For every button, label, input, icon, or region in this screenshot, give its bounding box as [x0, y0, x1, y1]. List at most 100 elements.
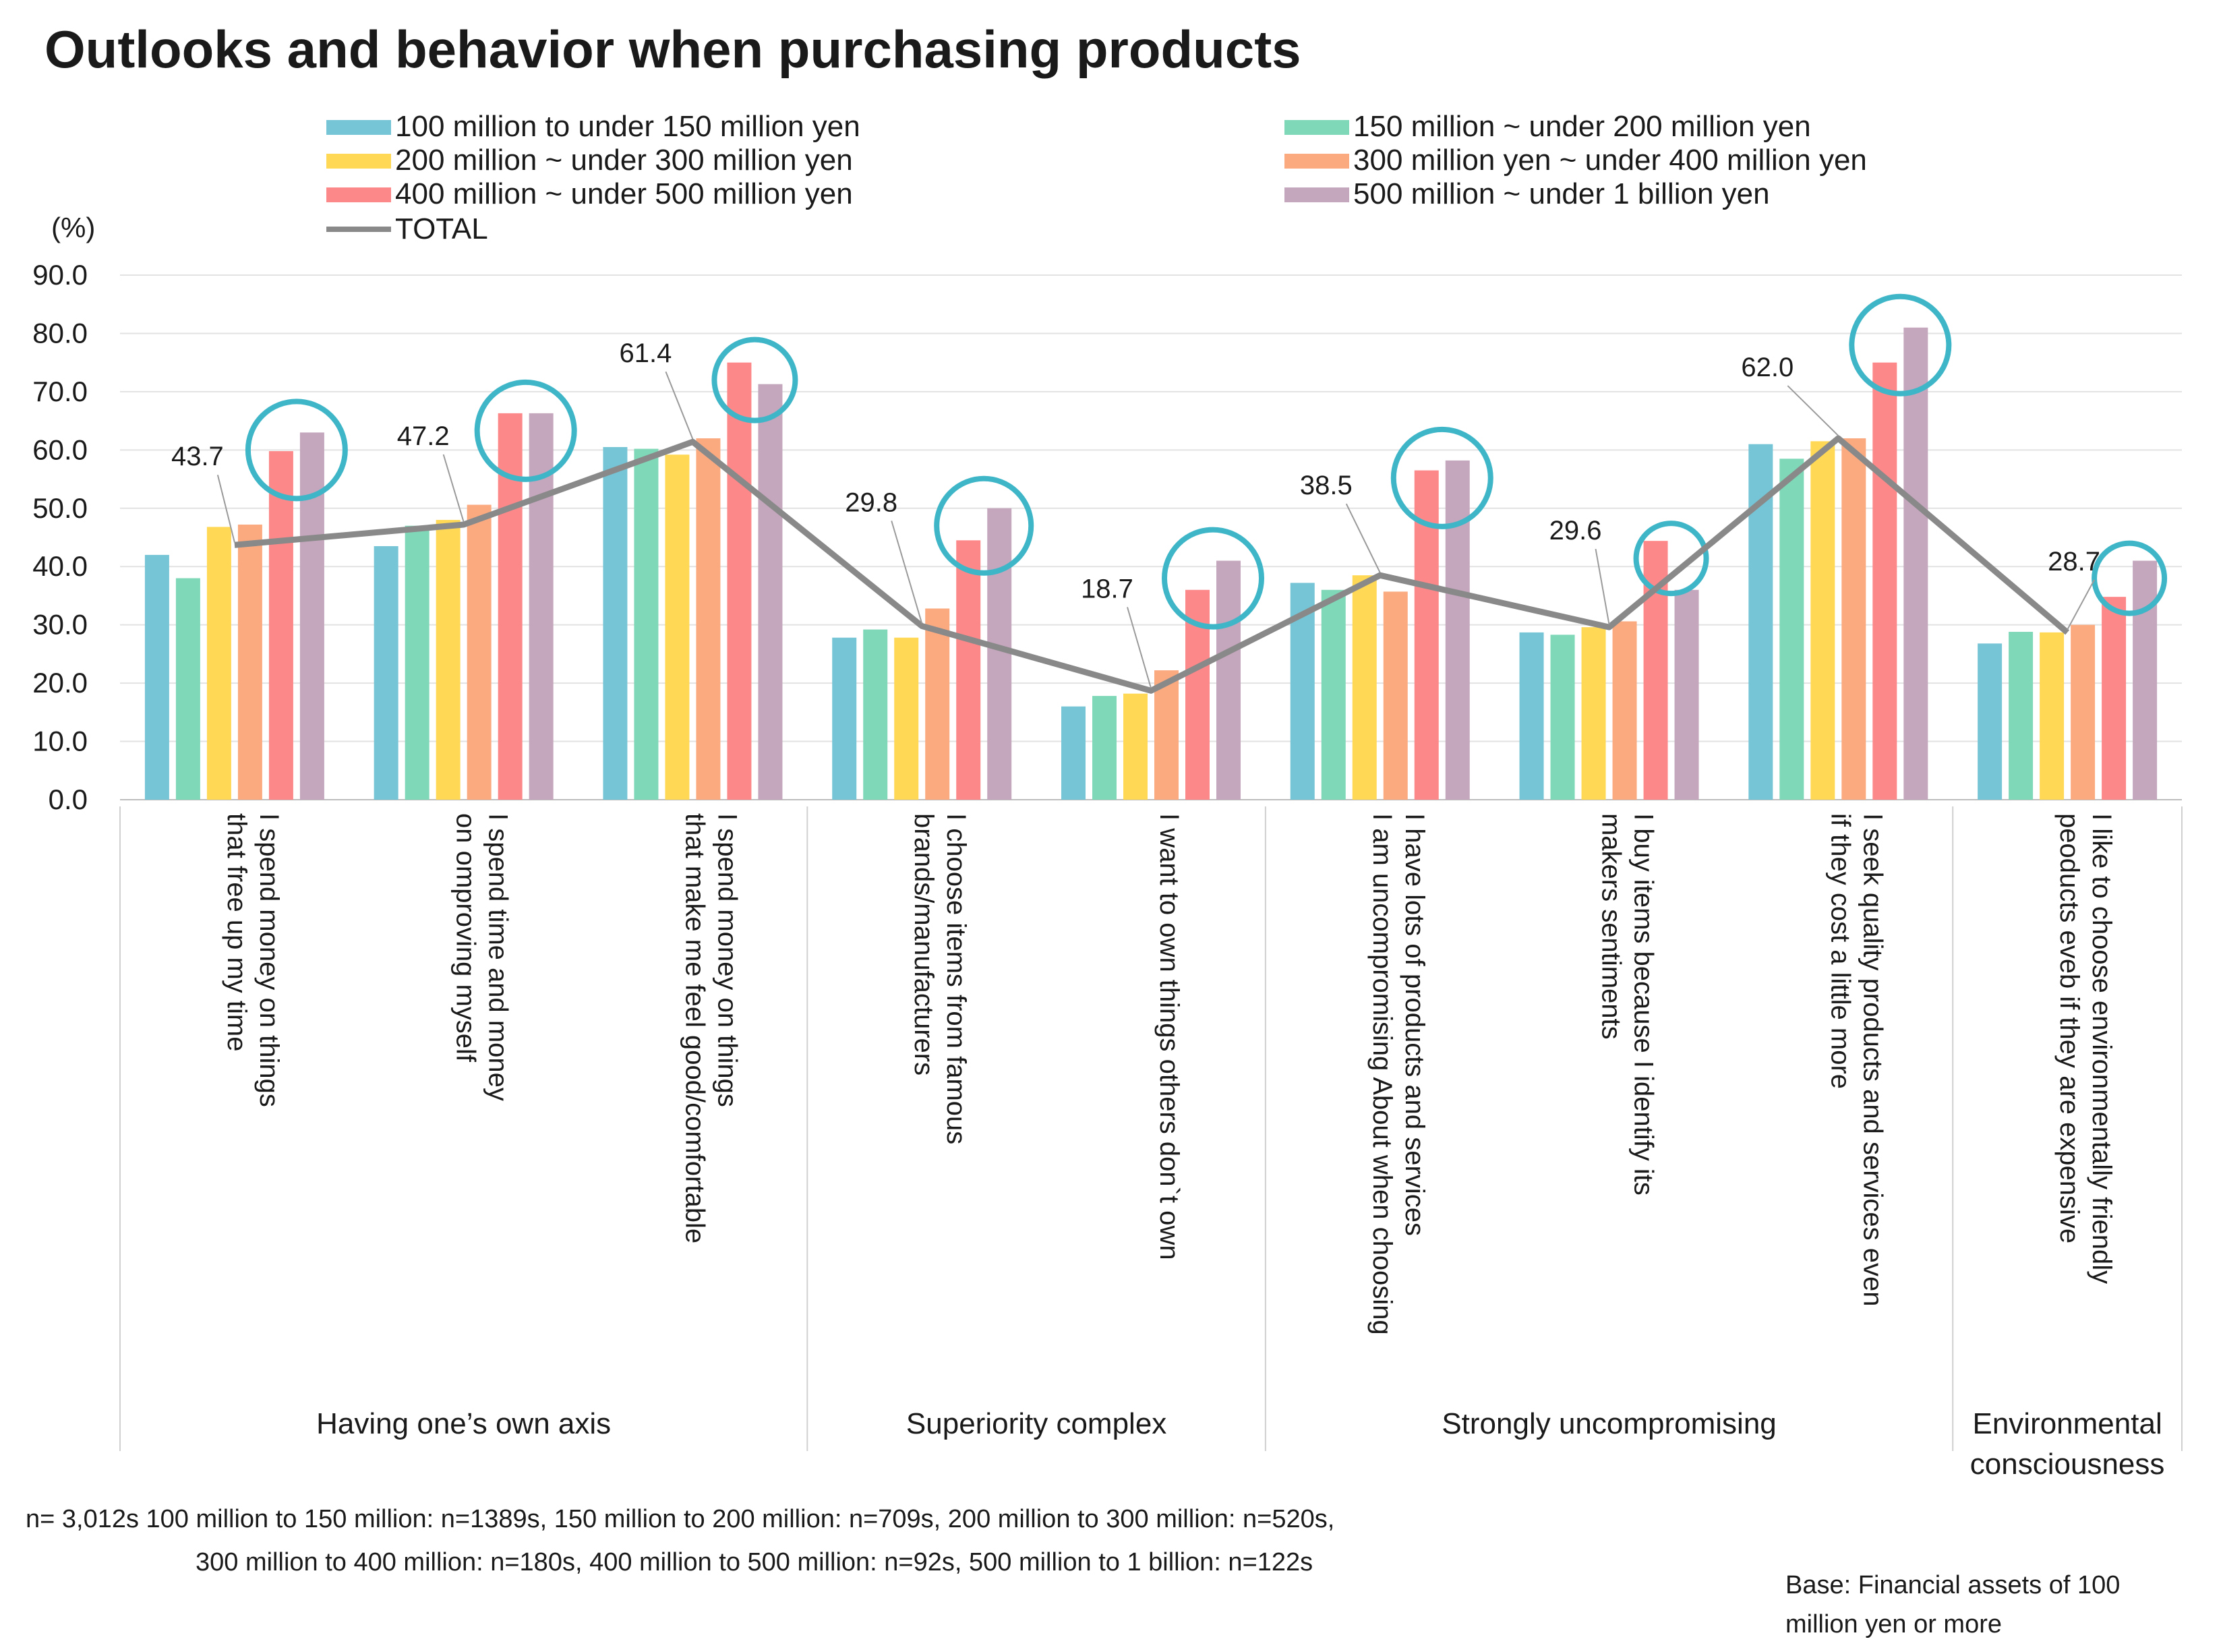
legend-swatch: [326, 187, 391, 202]
y-tick-label: 90.0: [32, 259, 88, 291]
bar: [832, 637, 857, 800]
legend-swatch: [326, 154, 391, 169]
total-data-label: 28.7: [2048, 547, 2100, 577]
highlight-circle: [1162, 527, 1264, 630]
y-tick-label: 50.0: [32, 492, 88, 524]
category-label: I buy items because I identify its: [1629, 813, 1659, 1196]
legend-label: 100 million to under 150 million yen: [395, 110, 860, 143]
bar: [1872, 362, 1897, 800]
category-label: that free up my time: [222, 813, 251, 1051]
bar: [2009, 632, 2034, 800]
bar: [1321, 589, 1346, 800]
category-label: I spend time and money: [483, 813, 513, 1101]
bar: [1779, 459, 1804, 800]
bar: [727, 362, 752, 800]
chart-title: Outlooks and behavior when purchasing pr…: [45, 20, 1301, 79]
sample-size-note-line2: 300 million to 400 million: n=180s, 400 …: [196, 1548, 1313, 1576]
base-note-line2: million yen or more: [1785, 1610, 2002, 1639]
bar: [987, 508, 1012, 800]
legend-label: 150 million ~ under 200 million yen: [1353, 110, 1811, 143]
bar: [374, 545, 398, 800]
base-note-line1: Base: Financial assets of 100: [1785, 1571, 2121, 1599]
category-label: I am uncompromising About when choosing: [1367, 813, 1397, 1335]
highlight-circle: [1633, 521, 1709, 597]
group-label: Environmental: [1972, 1407, 2162, 1440]
bar: [175, 578, 200, 800]
sample-size-note-line1: n= 3,012s 100 million to 150 million: n=…: [26, 1505, 1335, 1533]
total-data-label: 62.0: [1741, 353, 1794, 382]
data-label-leader: [891, 521, 923, 624]
highlight-circle: [934, 475, 1034, 576]
bar: [1352, 575, 1377, 800]
category-label: I spend money on things: [254, 813, 284, 1107]
bar: [758, 384, 783, 800]
data-label-leader: [2067, 579, 2095, 630]
bar: [1154, 670, 1179, 800]
bar: [467, 504, 492, 800]
highlight-circle: [1390, 426, 1493, 529]
bar: [1383, 591, 1408, 800]
highlight-circle: [245, 399, 348, 502]
total-data-label: 29.8: [845, 488, 897, 517]
category-label: I spend money on things: [712, 813, 742, 1107]
data-label-leader: [1127, 607, 1152, 688]
category-label: I have lots of products and services: [1400, 813, 1429, 1236]
bar: [405, 525, 429, 800]
total-data-label: 47.2: [397, 421, 450, 451]
bar: [603, 447, 628, 800]
bar: [1612, 621, 1637, 800]
bar: [1092, 696, 1117, 800]
data-label-leader: [665, 371, 694, 440]
bar: [1841, 438, 1866, 800]
y-tick-label: 10.0: [32, 726, 88, 757]
bar: [956, 540, 981, 800]
data-label-leader: [1595, 548, 1610, 625]
bar: [863, 629, 888, 800]
bar: [2071, 624, 2096, 800]
bar: [925, 608, 950, 800]
y-tick-label: 80.0: [32, 317, 88, 349]
category-label: makers sentiments: [1597, 813, 1626, 1040]
category-label: if they cost a little more: [1825, 813, 1855, 1089]
legend-label: 300 million yen ~ under 400 million yen: [1353, 144, 1867, 177]
legend-swatch: [1284, 154, 1349, 169]
highlight-circle: [2092, 540, 2168, 616]
y-tick-label: 30.0: [32, 609, 88, 641]
bar: [1674, 589, 1699, 800]
bar: [299, 432, 324, 800]
legend-label: 400 million ~ under 500 million yen: [395, 177, 853, 210]
bar: [1978, 643, 2003, 800]
category-label: that make me feel good/comfortable: [680, 813, 709, 1243]
bar: [237, 524, 262, 800]
y-axis-unit-label: (%): [51, 212, 95, 243]
total-data-label: 61.4: [620, 338, 672, 368]
legend-label: TOTAL: [395, 212, 488, 245]
category-label: I like to choose environmentally friendl…: [2087, 813, 2116, 1284]
bar: [1061, 706, 1086, 800]
category-label: peoducts eveb if they are expensive: [2054, 813, 2084, 1243]
data-label-leader: [216, 474, 235, 543]
total-data-label: 18.7: [1081, 574, 1133, 603]
bar: [436, 520, 461, 800]
group-label: Having one’s own axis: [316, 1407, 611, 1440]
bar: [144, 554, 169, 800]
bar: [1123, 693, 1148, 800]
highlight-circle: [711, 336, 798, 423]
highlight-circle: [1849, 293, 1952, 396]
total-data-label: 43.7: [171, 442, 224, 471]
data-label-leader: [1787, 385, 1839, 436]
category-label: I choose items from famous: [941, 813, 971, 1144]
bar: [1810, 441, 1835, 800]
group-label: Strongly uncompromising: [1442, 1407, 1776, 1440]
total-data-label: 29.6: [1549, 516, 1602, 545]
category-label: I seek quality products and services eve…: [1858, 813, 1887, 1307]
data-label-leader: [1345, 503, 1381, 573]
highlight-circle: [474, 379, 577, 482]
legend-label: 500 million ~ under 1 billion yen: [1353, 177, 1770, 210]
group-label: Superiority complex: [906, 1407, 1166, 1440]
bar: [1216, 560, 1241, 800]
y-tick-label: 20.0: [32, 667, 88, 699]
group-label: consciousness: [1970, 1448, 2165, 1481]
category-label: I want to own things others don`t own: [1154, 813, 1184, 1260]
